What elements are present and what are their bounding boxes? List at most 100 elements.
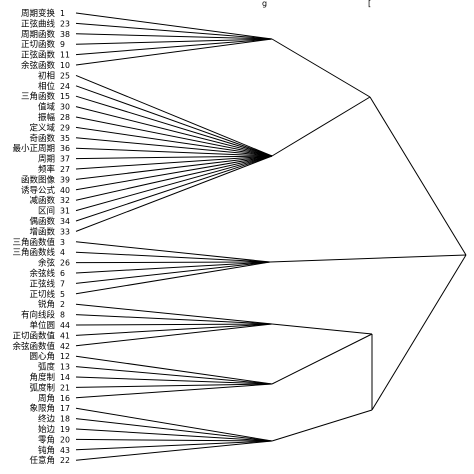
dendrogram-branch	[271, 333, 373, 385]
dendrogram-branch	[75, 155, 273, 180]
leaf-index: 40	[60, 186, 70, 195]
dendrogram-branch	[75, 251, 271, 263]
leaf-label: 象限角	[29, 403, 55, 414]
leaf-label: 弧度制	[29, 382, 55, 393]
leaf-index: 8	[60, 311, 65, 320]
leaf-label: 正弦曲线	[21, 18, 56, 29]
dendrogram-branch	[75, 383, 273, 388]
leaf-index: 12	[60, 352, 70, 361]
leaf-label: 正切函数	[21, 39, 56, 50]
leaf-index: 21	[60, 383, 70, 392]
leaf-index: 33	[60, 227, 70, 236]
leaf-label: 余弦线	[29, 268, 55, 279]
dendrogram-branch	[271, 38, 371, 98]
leaf-label: 三角函数线	[12, 247, 55, 258]
dendrogram-branch	[75, 366, 273, 385]
dendrogram-branch	[271, 323, 373, 335]
dendrogram-branch	[75, 241, 271, 263]
leaf-index: 19	[60, 425, 70, 434]
header-fragment: [	[368, 0, 371, 8]
dendrogram-branch	[75, 376, 273, 385]
leaf-index: 42	[60, 342, 70, 351]
leaf-index: 17	[60, 404, 70, 413]
leaf-label: 定义域	[29, 122, 55, 133]
dendrogram-branch	[75, 303, 273, 325]
dendrogram-branch	[369, 96, 467, 256]
leaf-label: 减函数	[29, 195, 55, 206]
dendrogram-branch	[75, 155, 273, 191]
leaf-index: 23	[60, 19, 70, 28]
dendrogram-branch	[75, 261, 271, 274]
leaf-label: 单位圆	[29, 320, 55, 331]
leaf-index: 38	[60, 30, 70, 39]
leaf-label: 奇函数	[29, 133, 55, 144]
leaf-label: 任意角	[29, 455, 55, 466]
dendrogram-branch	[75, 12, 273, 40]
dendrogram-branch	[75, 116, 273, 157]
leaf-index: 2	[60, 300, 65, 309]
leaf-index: 43	[60, 446, 70, 455]
dendrogram-branch	[75, 438, 273, 442]
leaf-index: 20	[60, 435, 70, 444]
leaf-label: 有向线段	[21, 310, 56, 321]
leaf-label: 最小正周期	[12, 143, 55, 154]
leaf-index: 3	[60, 238, 65, 247]
dendrogram-branch	[75, 261, 271, 295]
header-fragments: g [	[262, 0, 371, 8]
dendrogram-branch	[271, 96, 371, 157]
leaf-index: 5	[60, 290, 65, 299]
leaf-index: 34	[60, 217, 70, 226]
dendrogram-branch	[75, 38, 273, 66]
leaf-label: 钝角	[38, 445, 55, 456]
dendrogram-branch	[75, 85, 273, 157]
dendrogram-branch	[75, 155, 273, 201]
dendrogram-branch	[75, 155, 273, 222]
dendrogram-branch	[75, 323, 273, 336]
leaf-label: 初相	[38, 70, 55, 81]
dendrogram-branch	[75, 38, 273, 45]
dendrogram-branch	[75, 22, 273, 40]
leaf-label: 角度制	[29, 372, 55, 383]
dendrogram-branch	[269, 254, 467, 263]
leaf-label: 函数图像	[21, 174, 56, 185]
leaf-index: 41	[60, 331, 70, 340]
dendrogram-branch	[75, 261, 271, 284]
leaf-label: 区间	[38, 207, 55, 217]
dendrogram-branch	[75, 323, 273, 326]
dendrogram-branch	[75, 440, 273, 461]
leaf-index: 18	[60, 415, 70, 424]
leaf-index: 27	[60, 165, 70, 174]
dendrogram-branch	[75, 155, 273, 160]
leaf-index: 22	[60, 456, 70, 465]
leaf-index: 11	[60, 51, 70, 60]
leaf-label: 周期	[38, 155, 55, 165]
leaf-index: 26	[60, 259, 70, 268]
dendrogram-branch	[75, 106, 273, 157]
leaf-index: 9	[60, 40, 65, 49]
dendrogram-branch	[75, 355, 273, 385]
leaf-label: 偶函数	[29, 216, 55, 227]
leaf-index: 14	[60, 373, 70, 382]
leaf-label: 频率	[38, 164, 56, 175]
leaf-index: 44	[60, 321, 70, 330]
leaf-label: 余弦函数	[21, 60, 56, 71]
dendrogram-branch	[75, 155, 273, 232]
leaf-label: 增函数	[29, 226, 55, 237]
leaf-index: 1	[60, 9, 65, 18]
dendrogram-branch	[75, 323, 273, 347]
leaf-index: 6	[60, 269, 65, 278]
leaf-label: 正切线	[29, 289, 55, 300]
leaf-label: 周角	[38, 393, 55, 404]
dendrogram-branch	[75, 126, 273, 157]
leaf-label: 正弦函数	[21, 50, 56, 61]
leaf-label: 振幅	[38, 112, 56, 123]
dendrogram-branch	[75, 407, 273, 442]
dendrogram-branch	[75, 440, 273, 451]
leaf-index: 37	[60, 155, 70, 164]
leaf-index: 29	[60, 123, 70, 132]
leaf-index: 32	[60, 196, 70, 205]
leaf-index: 7	[60, 279, 65, 288]
dendrogram-branch	[371, 254, 467, 411]
leaf-label: 正弦线	[29, 278, 55, 289]
